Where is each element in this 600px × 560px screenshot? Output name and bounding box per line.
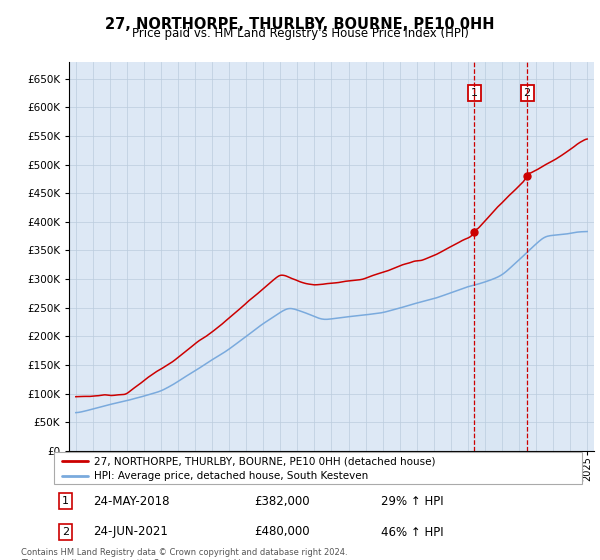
- Text: 2: 2: [62, 527, 69, 537]
- Text: HPI: Average price, detached house, South Kesteven: HPI: Average price, detached house, Sout…: [94, 471, 368, 481]
- Text: 24-JUN-2021: 24-JUN-2021: [94, 525, 169, 539]
- Bar: [475, 62, 527, 451]
- Text: 29% ↑ HPI: 29% ↑ HPI: [382, 494, 444, 508]
- Text: 2: 2: [524, 88, 531, 98]
- Text: 27, NORTHORPE, THURLBY, BOURNE, PE10 0HH: 27, NORTHORPE, THURLBY, BOURNE, PE10 0HH: [105, 17, 495, 32]
- Text: Contains HM Land Registry data © Crown copyright and database right 2024.
This d: Contains HM Land Registry data © Crown c…: [21, 548, 347, 560]
- Text: 1: 1: [471, 88, 478, 98]
- FancyBboxPatch shape: [54, 452, 582, 484]
- Text: 46% ↑ HPI: 46% ↑ HPI: [382, 525, 444, 539]
- Text: £480,000: £480,000: [254, 525, 310, 539]
- Text: £382,000: £382,000: [254, 494, 310, 508]
- Text: 24-MAY-2018: 24-MAY-2018: [94, 494, 170, 508]
- Text: 27, NORTHORPE, THURLBY, BOURNE, PE10 0HH (detached house): 27, NORTHORPE, THURLBY, BOURNE, PE10 0HH…: [94, 456, 435, 466]
- Text: Price paid vs. HM Land Registry's House Price Index (HPI): Price paid vs. HM Land Registry's House …: [131, 27, 469, 40]
- Text: 1: 1: [62, 496, 69, 506]
